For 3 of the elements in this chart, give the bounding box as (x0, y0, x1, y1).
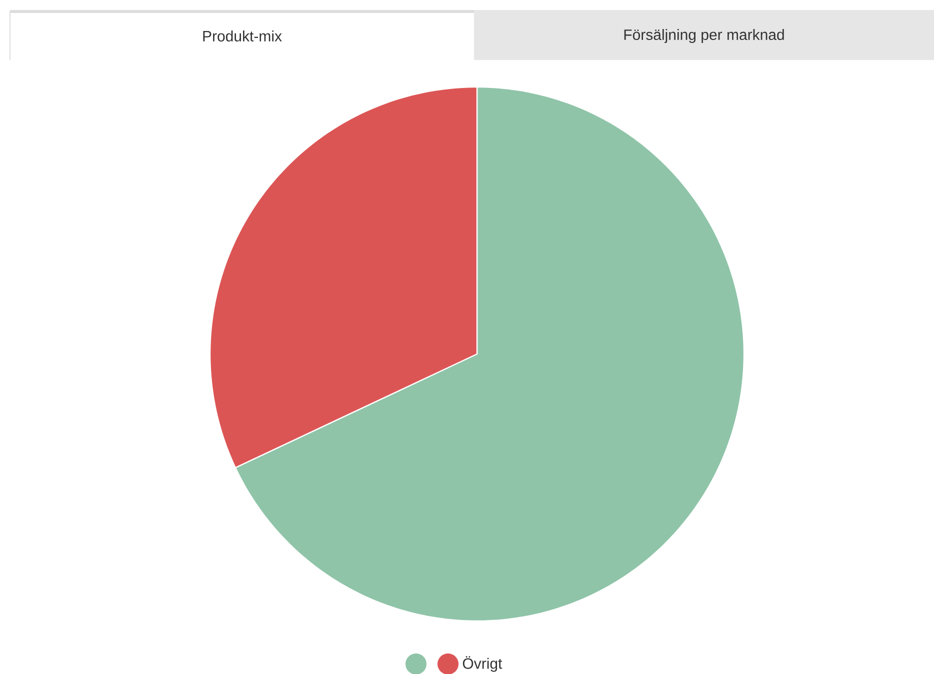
text: Försäljning per marknad (624, 28, 784, 43)
legend-label: Övrigt (462, 656, 502, 672)
chart-title: Produkt-mix (203, 30, 282, 42)
